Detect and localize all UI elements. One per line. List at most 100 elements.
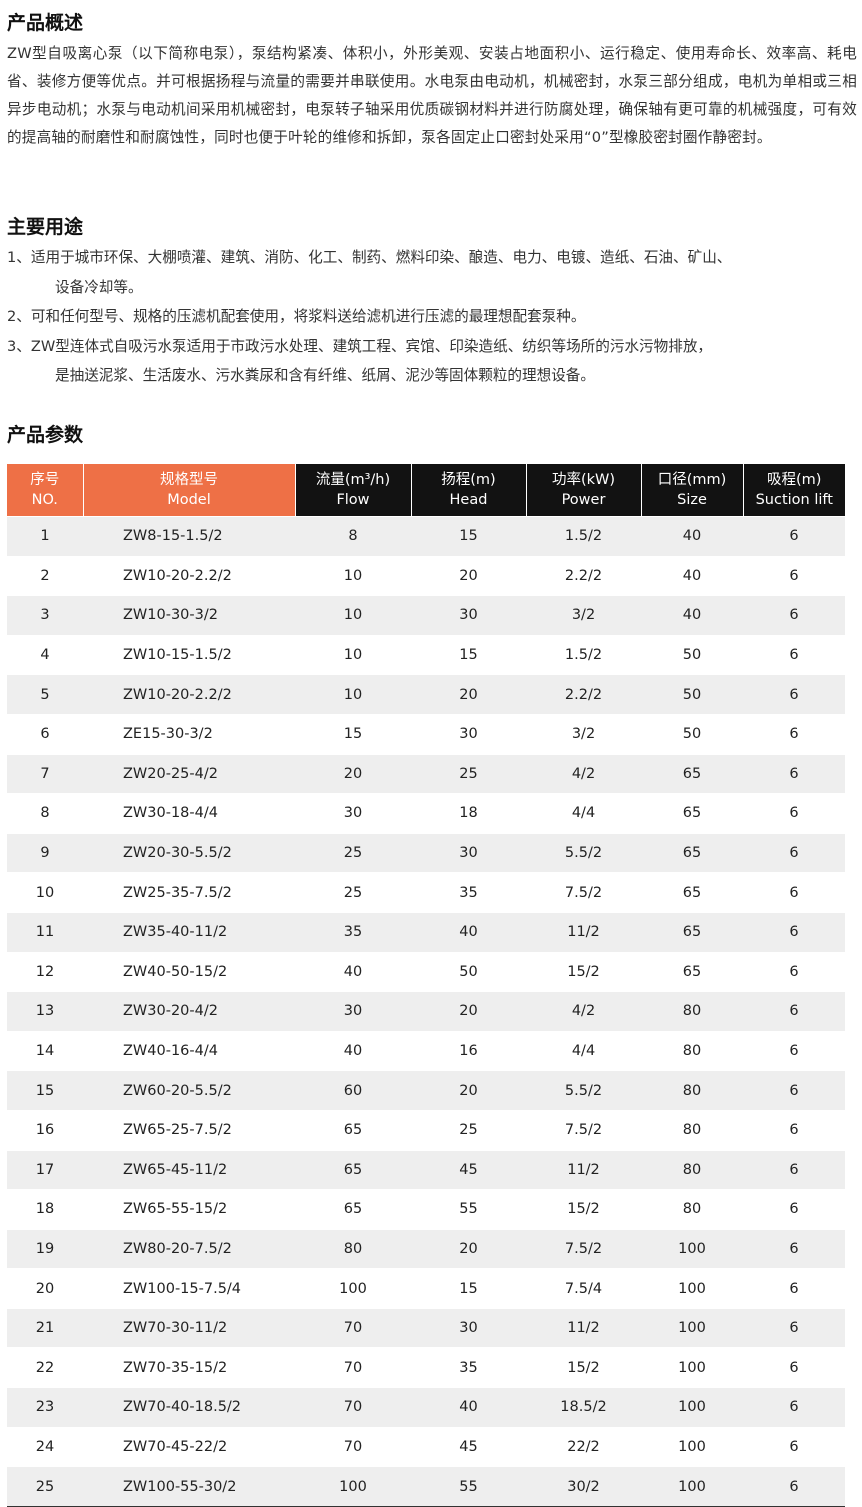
- cell-flow: 30: [295, 991, 411, 1032]
- cell-size: 80: [641, 1149, 743, 1190]
- table-row: 7 ZW20-25-4/2 20 25 4/2 65 6: [7, 753, 845, 794]
- cell-size: 80: [641, 991, 743, 1032]
- cell-size: 65: [641, 911, 743, 953]
- cell-size: 40: [641, 555, 743, 596]
- cell-flow: 80: [295, 1228, 411, 1269]
- cell-flow: 8: [295, 516, 411, 557]
- cell-head: 30: [411, 713, 526, 755]
- cell-suction-lift: 6: [743, 1347, 845, 1388]
- cell-flow: 70: [295, 1347, 411, 1388]
- cell-no: 19: [7, 1228, 83, 1269]
- cell-power: 3/2: [526, 595, 641, 636]
- column-header-power: 功率(kW) Power: [525, 464, 641, 517]
- cell-no: 16: [7, 1109, 83, 1150]
- table-row: 12 ZW40-50-15/2 40 50 15/2 65 6: [7, 951, 845, 992]
- cell-power: 5.5/2: [526, 1070, 641, 1111]
- cell-model: ZW20-25-4/2: [83, 753, 295, 794]
- cell-power: 15/2: [526, 1347, 641, 1388]
- cell-no: 14: [7, 1030, 83, 1071]
- cell-no: 1: [7, 516, 83, 557]
- cell-flow: 10: [295, 634, 411, 675]
- cell-no: 6: [7, 713, 83, 755]
- table-header-row: 序号 NO. 规格型号 Model 流量(m³/h) Flow 扬程(m) Head 功…: [7, 464, 845, 517]
- cell-head: 40: [411, 1387, 526, 1428]
- cell-suction-lift: 6: [743, 713, 845, 755]
- cell-no: 4: [7, 634, 83, 675]
- table-row: 4 ZW10-15-1.5/2 10 15 1.5/2 50 6: [7, 634, 845, 675]
- cell-model: ZW8-15-1.5/2: [83, 516, 295, 557]
- cell-suction-lift: 6: [743, 1268, 845, 1309]
- cell-size: 100: [641, 1387, 743, 1428]
- cell-power: 22/2: [526, 1426, 641, 1467]
- cell-head: 20: [411, 1228, 526, 1269]
- cell-head: 20: [411, 674, 526, 715]
- table-row: 2 ZW10-20-2.2/2 10 20 2.2/2 40 6: [7, 555, 845, 596]
- uses-item: 3、ZW型连体式自吸污水泵适用于市政污水处理、建筑工程、宾馆、印染造纸、纺织等场…: [7, 337, 713, 355]
- cell-no: 17: [7, 1149, 83, 1190]
- cell-head: 30: [411, 595, 526, 636]
- overview-heading: 产品概述: [7, 12, 84, 34]
- cell-power: 15/2: [526, 951, 641, 992]
- table-row: 22 ZW70-35-15/2 70 35 15/2 100 6: [7, 1347, 845, 1388]
- cell-power: 30/2: [526, 1466, 641, 1507]
- uses-item: 2、可和任何型号、规格的压滤机配套使用，将浆料送给滤机进行压滤的最理想配套泵种。: [7, 308, 586, 325]
- column-header-size: 口径(mm) Size: [640, 464, 743, 517]
- cell-suction-lift: 6: [743, 595, 845, 636]
- cell-power: 2.2/2: [526, 555, 641, 596]
- cell-flow: 65: [295, 1109, 411, 1150]
- cell-head: 45: [411, 1426, 526, 1467]
- cell-suction-lift: 6: [743, 1109, 845, 1150]
- cell-model: ZW30-20-4/2: [83, 991, 295, 1032]
- column-header-suction-lift: 吸程(m) Suction lift: [742, 464, 845, 517]
- cell-no: 20: [7, 1268, 83, 1309]
- cell-head: 35: [411, 872, 526, 913]
- cell-power: 1.5/2: [526, 516, 641, 557]
- table-row: 17 ZW65-45-11/2 65 45 11/2 80 6: [7, 1149, 845, 1190]
- cell-power: 2.2/2: [526, 674, 641, 715]
- cell-flow: 15: [295, 713, 411, 755]
- cell-size: 100: [641, 1347, 743, 1388]
- column-header-no: 序号 NO.: [7, 464, 83, 517]
- table-row: 1 ZW8-15-1.5/2 8 15 1.5/2 40 6: [7, 516, 845, 557]
- cell-flow: 100: [295, 1268, 411, 1309]
- cell-flow: 10: [295, 674, 411, 715]
- overview-paragraph: ZW型自吸离心泵（以下简称电泵），泵结构紧凑、体积小，外形美观、安装占地面积小、…: [7, 45, 857, 146]
- cell-suction-lift: 6: [743, 753, 845, 794]
- table-row: 23 ZW70-40-18.5/2 70 40 18.5/2 100 6: [7, 1387, 845, 1428]
- cell-no: 13: [7, 991, 83, 1032]
- cell-model: ZW70-45-22/2: [83, 1426, 295, 1467]
- cell-head: 16: [411, 1030, 526, 1071]
- table-row: 9 ZW20-30-5.5/2 25 30 5.5/2 65 6: [7, 832, 845, 873]
- column-header-model: 规格型号 Model: [82, 464, 295, 517]
- cell-flow: 100: [295, 1466, 411, 1507]
- cell-power: 4/2: [526, 991, 641, 1032]
- cell-no: 11: [7, 911, 83, 953]
- params-table: 序号 NO. 规格型号 Model 流量(m³/h) Flow 扬程(m) Head 功…: [7, 464, 845, 1507]
- cell-head: 15: [411, 1268, 526, 1309]
- uses-item-continuation: 设备冷却等。: [55, 278, 143, 296]
- cell-suction-lift: 6: [743, 674, 845, 715]
- column-header-flow: 流量(m³/h) Flow: [294, 464, 411, 517]
- cell-model: ZW70-40-18.5/2: [83, 1387, 295, 1428]
- cell-no: 9: [7, 832, 83, 873]
- cell-no: 24: [7, 1426, 83, 1467]
- cell-model: ZW100-55-30/2: [83, 1466, 295, 1507]
- cell-flow: 70: [295, 1387, 411, 1428]
- cell-no: 3: [7, 595, 83, 636]
- cell-suction-lift: 6: [743, 832, 845, 873]
- table-row: 18 ZW65-55-15/2 65 55 15/2 80 6: [7, 1189, 845, 1230]
- table-row: 21 ZW70-30-11/2 70 30 11/2 100 6: [7, 1307, 845, 1348]
- cell-size: 100: [641, 1228, 743, 1269]
- cell-suction-lift: 6: [743, 1228, 845, 1269]
- cell-suction-lift: 6: [743, 911, 845, 953]
- cell-head: 50: [411, 951, 526, 992]
- table-row: 5 ZW10-20-2.2/2 10 20 2.2/2 50 6: [7, 674, 845, 715]
- table-row: 25 ZW100-55-30/2 100 55 30/2 100 6: [7, 1466, 845, 1507]
- cell-head: 35: [411, 1347, 526, 1388]
- cell-suction-lift: 6: [743, 991, 845, 1032]
- cell-model: ZW10-20-2.2/2: [83, 674, 295, 715]
- table-row: 24 ZW70-45-22/2 70 45 22/2 100 6: [7, 1426, 845, 1467]
- table-row: 14 ZW40-16-4/4 40 16 4/4 80 6: [7, 1030, 845, 1071]
- cell-size: 80: [641, 1189, 743, 1230]
- cell-suction-lift: 6: [743, 1030, 845, 1071]
